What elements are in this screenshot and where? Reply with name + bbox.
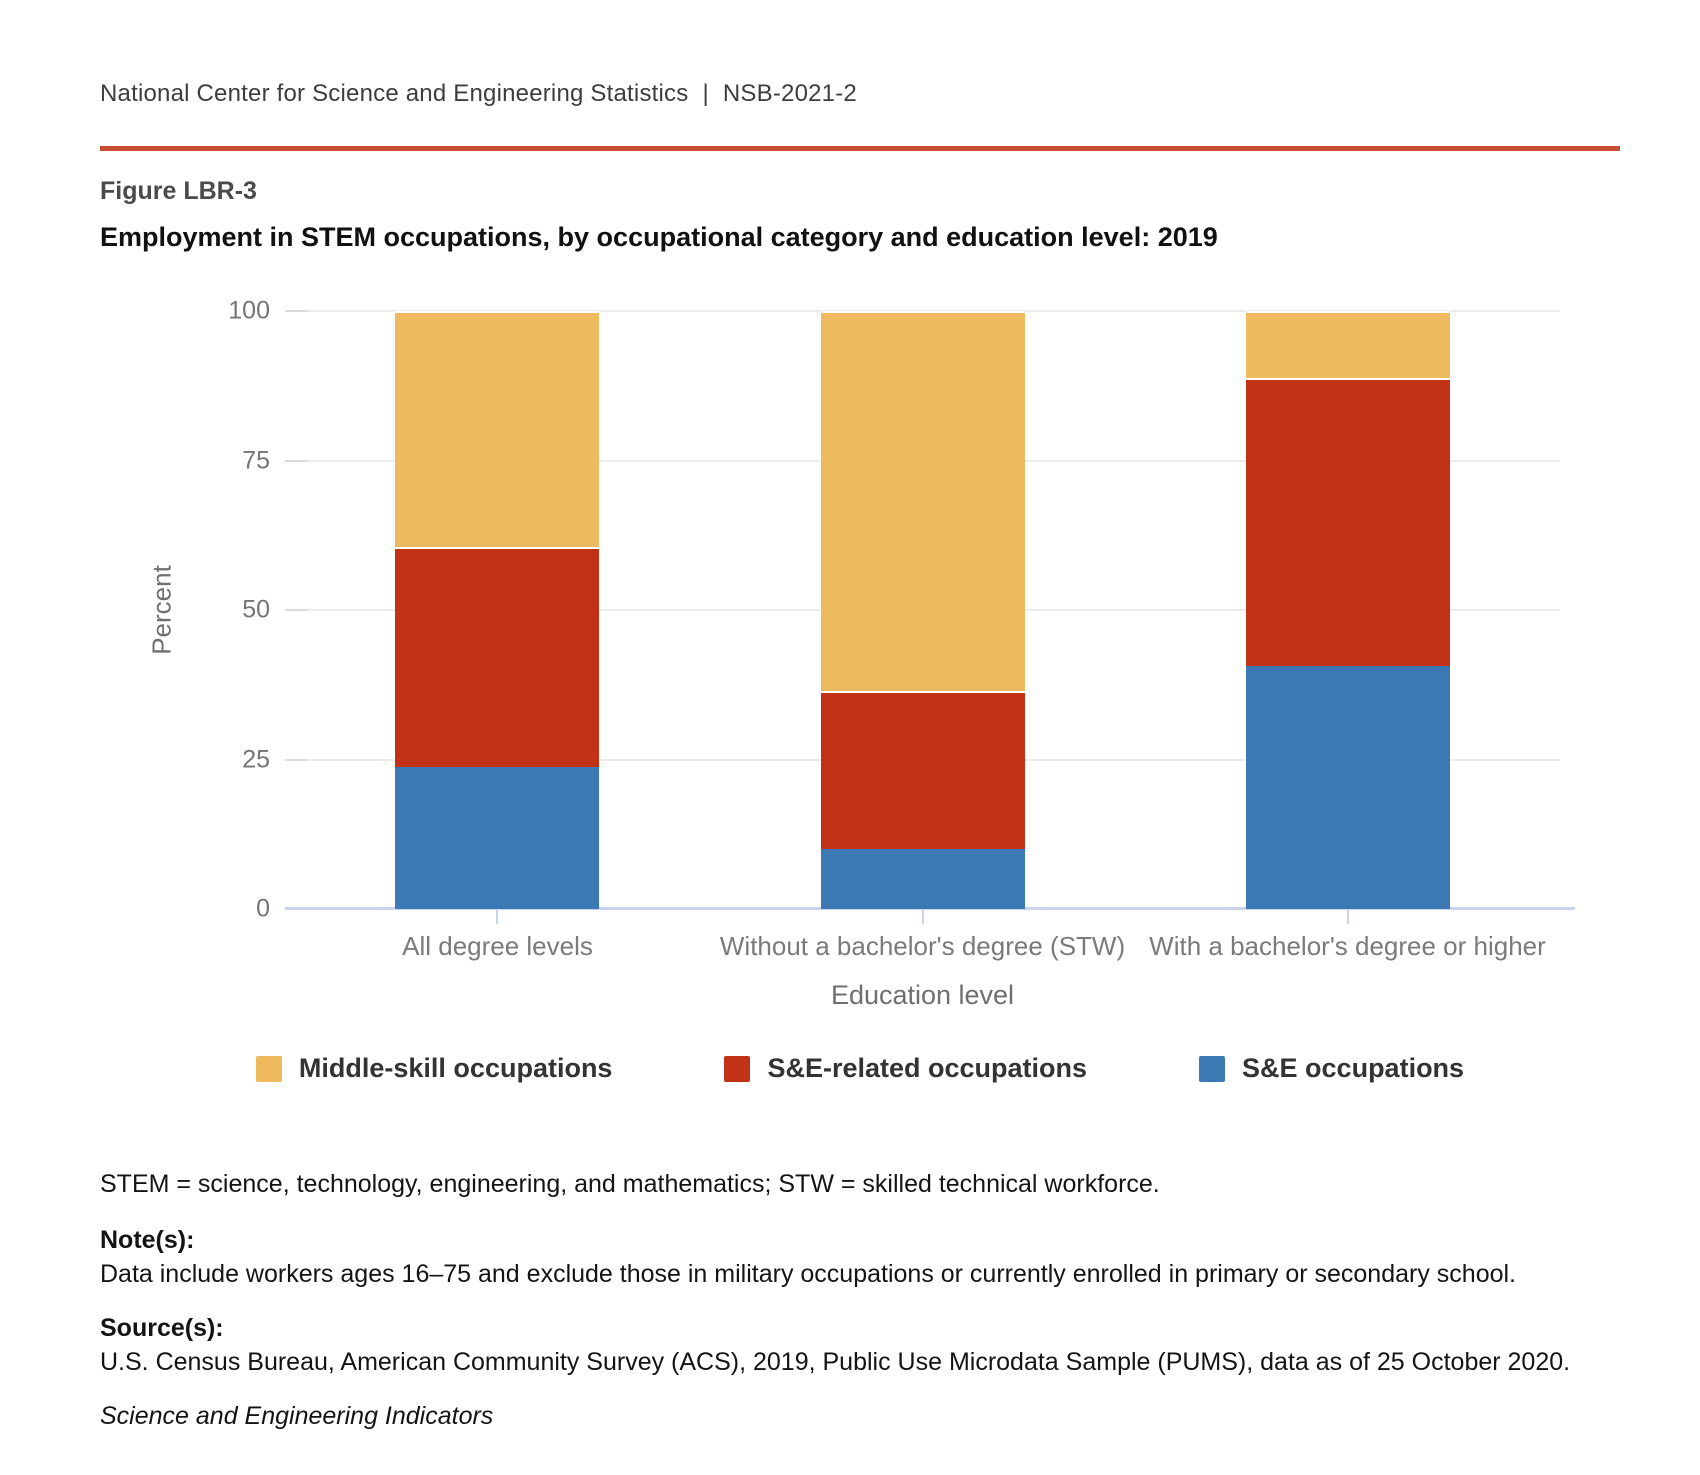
legend-swatch-icon (724, 1055, 751, 1082)
x-category-label: With a bachelor's degree or higher (1149, 931, 1546, 961)
bar-segment (1245, 666, 1450, 909)
y-tick-label-100: 100 (228, 296, 270, 325)
bar-1 (395, 311, 600, 909)
y-axis-tick-labels: 0 25 50 75 100 (195, 297, 270, 923)
y-tick-label-75: 75 (242, 446, 270, 474)
legend-swatch-icon (1199, 1055, 1226, 1082)
y-tick-label-50: 50 (242, 595, 270, 624)
y-tick-label-25: 25 (242, 745, 270, 773)
publication-name: Science and Engineering Indicators (100, 1402, 494, 1430)
bar-segment (1245, 311, 1450, 378)
figure-title: Employment in STEM occupations, by occup… (100, 222, 1218, 252)
figure-footer: STEM = science, technology, engineering,… (100, 1168, 1620, 1432)
bar-2 (820, 311, 1025, 909)
notes-text: Data include workers ages 16–75 and excl… (100, 1260, 1517, 1288)
x-tick-mark (1346, 909, 1349, 924)
figure-label: Figure LBR-3 (100, 177, 257, 205)
legend-item: S&E-related occupations (724, 1053, 1087, 1084)
bar-segment (395, 767, 600, 909)
notes-heading: Note(s): (100, 1226, 195, 1254)
chart-canvas: Percent 0 25 50 75 100 (100, 297, 1620, 924)
legend-swatch-icon (255, 1055, 282, 1082)
bar-segment (820, 691, 1025, 850)
x-tick-mark (496, 909, 499, 924)
bar-segment (820, 849, 1025, 909)
header-rule (100, 146, 1620, 151)
agency-name: National Center for Science and Engineer… (100, 80, 689, 107)
gridline-100 (285, 310, 1560, 312)
bar-segment (395, 311, 600, 548)
sources-heading: Source(s): (100, 1314, 224, 1342)
legend-label: S&E occupations (1242, 1053, 1465, 1083)
plot-area (285, 310, 1575, 924)
legend: Middle-skill occupations S&E-related occu… (100, 1053, 1620, 1084)
header-separator: | (702, 80, 709, 107)
abbreviation-note: STEM = science, technology, engineering,… (100, 1170, 1160, 1198)
y-tick-label-0: 0 (256, 894, 270, 923)
bar-segment (820, 311, 1025, 692)
x-category-label: All degree levels (402, 931, 593, 961)
x-axis-title: Education level (830, 980, 1015, 1010)
x-category-label: Without a bachelor's degree (STW) (719, 931, 1126, 961)
y-axis-title: Percent (146, 565, 177, 655)
legend-label: S&E-related occupations (767, 1053, 1088, 1083)
bar-segment (1245, 377, 1450, 667)
sources-text: U.S. Census Bureau, American Community S… (100, 1348, 1571, 1376)
x-axis-tick-labels: All degree levels Without a bachelor's de… (285, 931, 1560, 962)
report-id: NSB-2021-2 (722, 80, 857, 107)
x-tick-mark (921, 909, 924, 924)
legend-label: Middle-skill occupations (298, 1053, 613, 1083)
stacked-bar-chart: Percent 0 25 50 75 100 All degree levels With… (100, 297, 1620, 1084)
bar-segment (395, 547, 600, 768)
legend-item: Middle-skill occupations (255, 1053, 613, 1084)
legend-item: S&E occupations (1199, 1053, 1464, 1084)
report-header: National Center for Science and Engineer… (100, 0, 1620, 108)
bar-3 (1245, 311, 1450, 909)
